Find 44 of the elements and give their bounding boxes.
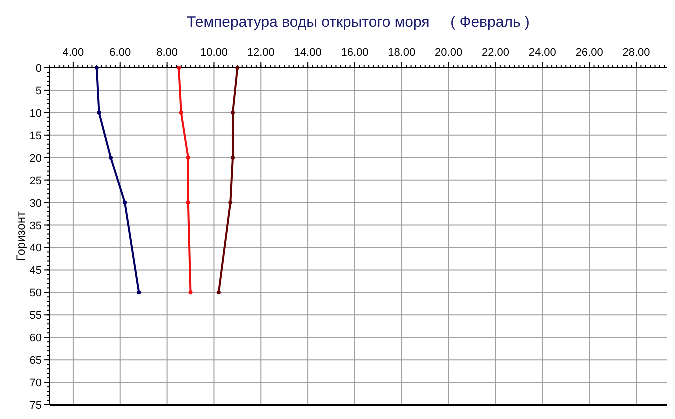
y-tick-label: 65 — [30, 355, 42, 368]
y-tick-label: 55 — [30, 310, 42, 322]
y-tick-label: 70 — [30, 378, 42, 390]
point — [228, 200, 233, 205]
x-tick-label: 6.00 — [110, 47, 132, 59]
y-tick-label: 25 — [30, 175, 42, 188]
point — [179, 110, 184, 115]
x-tick-label: 16.00 — [341, 47, 369, 59]
x-tick-label: 12.00 — [247, 47, 275, 59]
y-tick-label: 50 — [30, 288, 42, 300]
point — [186, 156, 190, 160]
point — [137, 290, 142, 295]
chart-title: Температура воды открытого моря ( Февраль ) — [187, 14, 530, 31]
point — [188, 290, 193, 295]
x-tick-label: 10.00 — [200, 47, 228, 59]
y-tick-label: 60 — [30, 332, 42, 345]
x-tick-label: 22.00 — [482, 47, 510, 59]
y-tick-label: 45 — [30, 265, 42, 278]
point — [123, 200, 128, 205]
y-tick-label: 75 — [30, 400, 42, 412]
point — [216, 290, 221, 295]
y-tick-label: 10 — [30, 108, 42, 120]
x-tick-label: 14.00 — [294, 47, 322, 59]
point — [97, 110, 102, 115]
y-tick-label: 5 — [36, 85, 42, 98]
y-tick-label: 15 — [30, 130, 42, 142]
point — [230, 156, 235, 160]
point — [186, 200, 190, 205]
y-tick-label: 40 — [30, 242, 42, 255]
y-tick-label: 35 — [30, 220, 42, 232]
x-tick-label: 24.00 — [528, 47, 556, 59]
y-tick-label: 30 — [30, 198, 42, 210]
x-tick-label: 8.00 — [156, 47, 178, 59]
y-tick-label: 20 — [30, 152, 42, 165]
x-tick-label: 26.00 — [576, 47, 604, 59]
x-tick-label: 4.00 — [62, 47, 84, 59]
point — [230, 110, 235, 115]
x-tick-label: 28.00 — [622, 47, 650, 59]
y-axis-title: Горизонт — [14, 211, 28, 262]
x-tick-label: 18.00 — [388, 47, 416, 59]
x-tick-label: 20.00 — [435, 47, 463, 59]
y-tick-label: 0 — [36, 63, 42, 75]
point — [177, 66, 182, 70]
point — [108, 156, 113, 160]
